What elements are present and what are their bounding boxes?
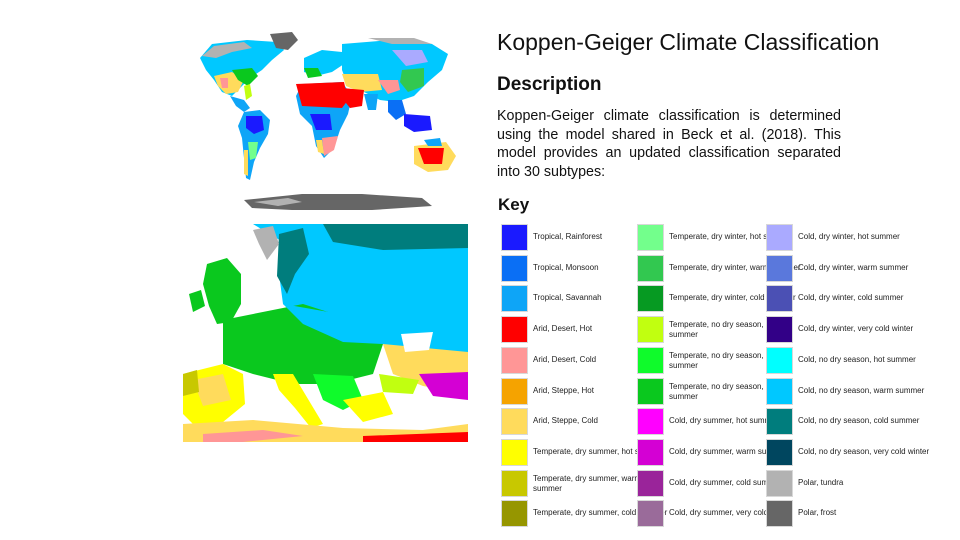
legend-label: Temperate, dry summer, cold summer	[533, 508, 668, 518]
legend-label: Temperate, dry summer, hot summer	[533, 446, 664, 456]
legend-swatch	[766, 438, 793, 466]
legend-label: Cold, dry winter, warm summer	[798, 262, 909, 272]
legend-swatch	[501, 285, 528, 313]
legend-label: Cold, dry winter, very cold winter	[798, 324, 914, 334]
legend-item: Cold, dry winter, hot summer	[766, 224, 906, 251]
legend-swatch	[637, 377, 664, 405]
legend-item: Cold, dry summer, hot summer	[637, 408, 778, 436]
legend-item: Cold, dry summer, cold summer	[637, 469, 782, 497]
legend-swatch	[637, 408, 664, 436]
legend-swatch	[501, 438, 528, 466]
legend-label: Temperate, no dry season, warm summer	[669, 350, 786, 370]
legend-item: Cold, no dry season, very cold winter	[766, 438, 929, 466]
legend-item: Temperate, dry summer, cold summer	[501, 500, 667, 528]
legend-label: Cold, dry summer, very cold winter	[669, 508, 792, 518]
legend-swatch	[766, 224, 793, 251]
legend-swatch	[766, 254, 793, 282]
legend-item: Polar, frost	[766, 500, 906, 528]
legend-swatch	[766, 285, 793, 313]
legend-swatch	[637, 500, 664, 528]
legend-label: Temperate, dry winter, cold summer	[669, 293, 796, 303]
legend-swatch	[501, 408, 528, 436]
legend-swatch	[501, 500, 528, 528]
legend-swatch	[501, 469, 528, 497]
legend-item: Temperate, no dry season, cold summer	[637, 377, 781, 405]
legend-swatch	[766, 316, 793, 344]
legend-swatch	[766, 500, 793, 528]
legend-label: Temperate, no dry season, hot summer	[669, 320, 778, 340]
legend-label: Polar, frost	[798, 508, 837, 518]
legend-label: Tropical, Monsoon	[533, 262, 599, 272]
legend-label: Arid, Desert, Cold	[533, 354, 597, 364]
legend-label: Temperate, dry summer, warm summer	[533, 473, 642, 493]
legend-item: Cold, no dry season, hot summer	[766, 346, 916, 374]
legend-swatch	[637, 438, 664, 466]
legend-label: Tropical, Savannah	[533, 293, 602, 303]
legend-swatch	[766, 377, 793, 405]
legend-swatch	[501, 377, 528, 405]
legend-label: Cold, dry summer, warm summer	[669, 446, 787, 456]
legend-swatch	[637, 316, 664, 344]
legend-label: Temperate, dry winter, hot summer	[669, 232, 793, 241]
legend-label: Arid, Steppe, Cold	[533, 416, 598, 426]
legend-item: Arid, Desert, Hot	[501, 316, 641, 344]
legend-item: Tropical, Monsoon	[501, 254, 641, 282]
legend-swatch	[637, 254, 664, 282]
legend-label: Cold, no dry season, warm summer	[798, 385, 925, 395]
legend-item: Cold, dry summer, very cold winter	[637, 500, 792, 528]
legend-item: Tropical, Savannah	[501, 285, 641, 313]
legend-label: Cold, dry summer, cold summer	[669, 477, 782, 487]
legend-item: Temperate, dry winter, warm summer	[637, 254, 801, 282]
legend-swatch	[637, 469, 664, 497]
description-heading: Description	[497, 74, 602, 95]
legend-label: Temperate, dry winter, warm summer	[669, 262, 801, 272]
legend-item: Cold, dry summer, warm summer	[637, 438, 787, 466]
legend-item: Tropical, Rainforest	[501, 224, 641, 251]
legend-label: Cold, dry winter, cold summer	[798, 293, 904, 303]
legend-label: Arid, Steppe, Hot	[533, 385, 594, 395]
legend-item: Cold, no dry season, warm summer	[766, 377, 924, 405]
legend-item: Temperate, dry summer, hot summer	[501, 438, 664, 466]
legend-item: Cold, dry winter, cold summer	[766, 285, 906, 313]
legend-label: Cold, no dry season, hot summer	[798, 354, 916, 364]
legend-label: Cold, dry winter, hot summer	[798, 232, 900, 241]
europe-climate-map	[183, 224, 468, 442]
key-heading: Key	[498, 195, 530, 214]
legend-item: Polar, tundra	[766, 469, 906, 497]
legend-swatch	[637, 224, 664, 251]
legend-item: Arid, Steppe, Cold	[501, 408, 641, 436]
legend-swatch	[501, 346, 528, 374]
legend-label: Arid, Desert, Hot	[533, 324, 593, 334]
legend-item: Arid, Desert, Cold	[501, 346, 641, 374]
page-title: Koppen-Geiger Climate Classification	[497, 29, 880, 55]
world-climate-map	[200, 32, 456, 210]
legend-item: Cold, no dry season, cold summer	[766, 408, 919, 436]
legend-label: Cold, no dry season, cold summer	[798, 416, 920, 426]
legend-swatch	[637, 285, 664, 313]
legend-item: Temperate, no dry season, warm summer	[637, 346, 786, 374]
legend-item: Cold, dry winter, very cold winter	[766, 316, 913, 344]
legend-swatch	[501, 224, 528, 251]
legend-label: Cold, no dry season, very cold winter	[798, 446, 930, 456]
legend-swatch	[637, 346, 664, 374]
legend-swatch	[501, 316, 528, 344]
legend-item: Temperate, no dry season, hot summer	[637, 316, 777, 344]
legend-swatch	[766, 469, 793, 497]
legend-swatch	[766, 346, 793, 374]
description-text: Koppen-Geiger climate classification is …	[497, 108, 841, 180]
legend-item: Temperate, dry winter, hot summer	[637, 224, 792, 251]
legend-item: Temperate, dry summer, warm summer	[501, 469, 641, 497]
legend-swatch	[766, 408, 793, 436]
legend-label: Tropical, Rainforest	[533, 232, 603, 241]
legend-item: Temperate, dry winter, cold summer	[637, 285, 796, 313]
legend-item: Cold, dry winter, warm summer	[766, 254, 908, 282]
legend-label: Cold, dry summer, hot summer	[669, 416, 779, 426]
legend-item: Arid, Steppe, Hot	[501, 377, 641, 405]
legend-label: Temperate, no dry season, cold summer	[669, 381, 781, 401]
legend-swatch	[501, 254, 528, 282]
legend-label: Polar, tundra	[798, 477, 844, 487]
